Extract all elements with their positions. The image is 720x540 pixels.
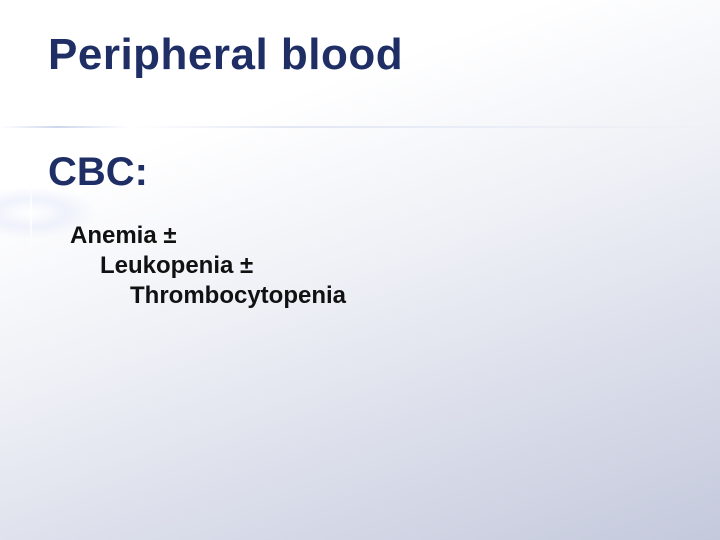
body-text-block: Anemia ± Leukopenia ± Thrombocytopenia <box>70 222 346 310</box>
body-line-anemia: Anemia ± <box>70 222 346 250</box>
slide-title: Peripheral blood <box>48 30 403 80</box>
horizontal-rule <box>0 126 720 128</box>
body-line-leukopenia: Leukopenia ± <box>100 252 346 280</box>
vertical-streak-icon <box>30 174 32 254</box>
slide-subheader: CBC: <box>48 150 148 195</box>
body-line-thrombocytopenia: Thrombocytopenia <box>130 282 346 310</box>
